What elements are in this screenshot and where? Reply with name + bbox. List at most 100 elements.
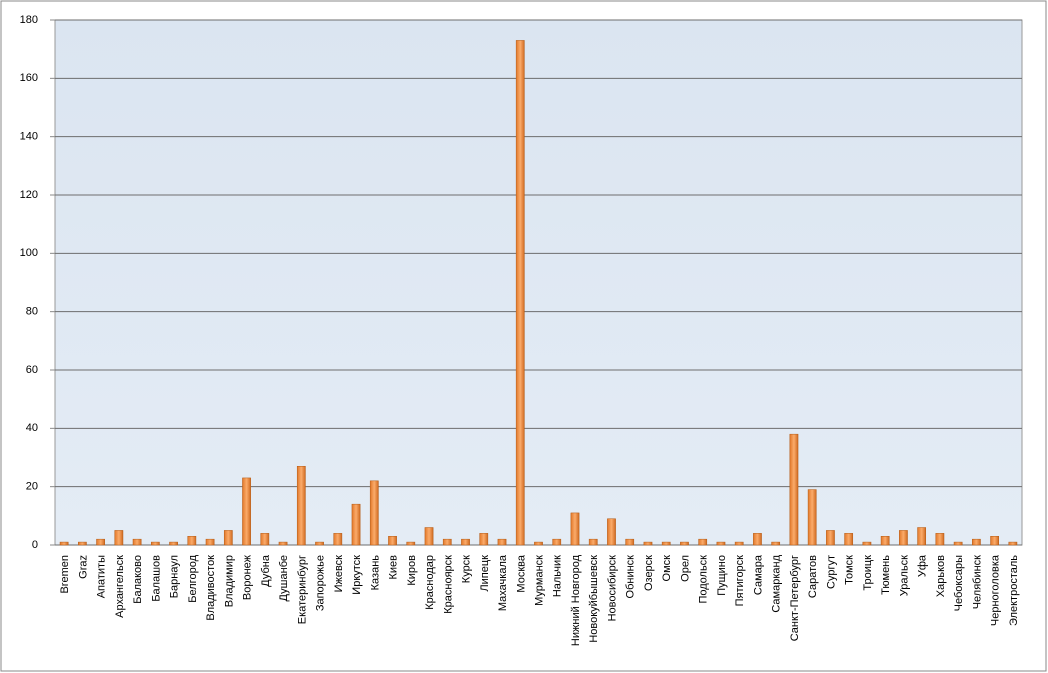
y-tick-label: 140 xyxy=(20,131,38,143)
x-tick-label: Харьков xyxy=(935,555,947,597)
x-tick-label: Владивосток xyxy=(205,555,217,621)
bar xyxy=(570,512,580,546)
bar xyxy=(278,541,288,546)
x-tick-label: Омск xyxy=(661,555,673,582)
bar xyxy=(588,538,598,546)
x-tick-label: Томск xyxy=(844,555,856,585)
x-tick-label: Орел xyxy=(679,555,691,582)
x-tick-label: Новосибирск xyxy=(606,555,618,622)
x-tick-label: Нальчик xyxy=(552,555,564,597)
x-tick-label: Курск xyxy=(461,555,473,583)
x-tick-label: Липецк xyxy=(479,555,491,592)
bar xyxy=(753,533,762,546)
x-tick-label: Троицк xyxy=(862,555,874,591)
x-tick-label: Челябинск xyxy=(971,555,983,609)
y-tick-label: 60 xyxy=(26,364,38,376)
x-tick-label: Подольск xyxy=(698,555,710,604)
x-tick-label: Запорожье xyxy=(315,555,327,611)
bar xyxy=(59,541,69,546)
x-tick-label: Санкт-Петербург xyxy=(789,555,801,641)
x-tick-label: Самара xyxy=(752,554,764,595)
bar xyxy=(187,536,197,546)
x-tick-label: Москва xyxy=(515,554,527,592)
bar xyxy=(698,538,708,546)
x-tick-label: Апатиты xyxy=(96,555,108,598)
x-tick-label: Белгород xyxy=(187,554,199,602)
x-tick-label: Пущино xyxy=(716,555,728,596)
x-tick-label: Воронеж xyxy=(242,554,254,600)
x-tick-label: Bremen xyxy=(59,555,71,594)
bar xyxy=(771,541,781,546)
x-tick-label: Иркутск xyxy=(351,555,363,595)
bar xyxy=(680,541,689,546)
bar xyxy=(734,541,744,546)
x-tick-label: Пятигорск xyxy=(734,555,746,607)
x-tick-label: Дубна xyxy=(260,554,272,587)
x-tick-label: Мурманск xyxy=(534,555,546,606)
bar xyxy=(880,536,890,546)
x-tick-label: Барнаул xyxy=(169,555,181,598)
bar xyxy=(807,489,817,546)
bar xyxy=(461,538,470,546)
x-tick-label: Казань xyxy=(369,555,381,591)
x-tick-label: Архангельск xyxy=(114,555,126,618)
x-tick-label: Черноголовка xyxy=(990,554,1002,626)
x-tick-label: Нижний Новгород xyxy=(570,554,582,646)
bar xyxy=(260,533,270,546)
bar xyxy=(1008,541,1018,546)
bar xyxy=(479,533,489,546)
bar xyxy=(442,538,452,546)
bar xyxy=(205,538,215,546)
x-tick-label: Электросталь xyxy=(1008,555,1020,626)
x-tick-label: Сургут xyxy=(825,555,837,589)
x-tick-label: Чебоксары xyxy=(953,555,965,611)
bar xyxy=(96,538,105,546)
x-tick-label: Душанбе xyxy=(278,555,290,602)
bar xyxy=(424,527,434,546)
bar xyxy=(223,530,233,546)
bar xyxy=(935,533,945,546)
bar xyxy=(953,541,963,546)
x-tick-label: Озерск xyxy=(643,555,655,591)
bar xyxy=(169,541,178,546)
x-tick-label: Самарканд xyxy=(771,554,783,612)
bar xyxy=(497,538,507,546)
x-tick-label: Graz xyxy=(77,555,89,579)
y-tick-label: 180 xyxy=(20,14,38,26)
bar xyxy=(534,541,543,546)
bar xyxy=(716,541,726,546)
y-tick-label: 160 xyxy=(20,72,38,84)
bar xyxy=(369,480,379,546)
x-tick-label: Краснодар xyxy=(424,555,436,610)
y-tick-label: 40 xyxy=(26,422,38,434)
x-tick-label: Киев xyxy=(388,555,400,580)
x-tick-label: Владимир xyxy=(223,555,235,607)
x-tick-label: Балашов xyxy=(150,555,162,602)
bar xyxy=(296,466,306,546)
bar xyxy=(552,538,562,546)
bar xyxy=(388,536,397,546)
y-tick-label: 80 xyxy=(26,306,38,318)
bar xyxy=(899,530,908,546)
bar xyxy=(917,527,927,546)
bar xyxy=(315,541,324,546)
bar xyxy=(862,541,872,546)
x-tick-label: Балаково xyxy=(132,555,144,604)
bar xyxy=(661,541,671,546)
x-tick-label: Уральск xyxy=(898,555,910,596)
y-tick-label: 120 xyxy=(20,189,38,201)
bar xyxy=(826,530,835,546)
y-tick-label: 20 xyxy=(26,481,38,493)
x-tick-label: Махачкала xyxy=(497,554,509,611)
bar xyxy=(150,541,160,546)
bar xyxy=(972,538,981,546)
x-tick-label: Киров xyxy=(406,555,418,586)
x-tick-label: Тюмень xyxy=(880,555,892,595)
bar xyxy=(789,433,799,546)
bar xyxy=(132,538,142,546)
y-tick-label: 100 xyxy=(20,247,38,259)
x-tick-label: Ижевск xyxy=(333,555,345,593)
bar xyxy=(844,533,854,546)
bar xyxy=(515,40,525,546)
